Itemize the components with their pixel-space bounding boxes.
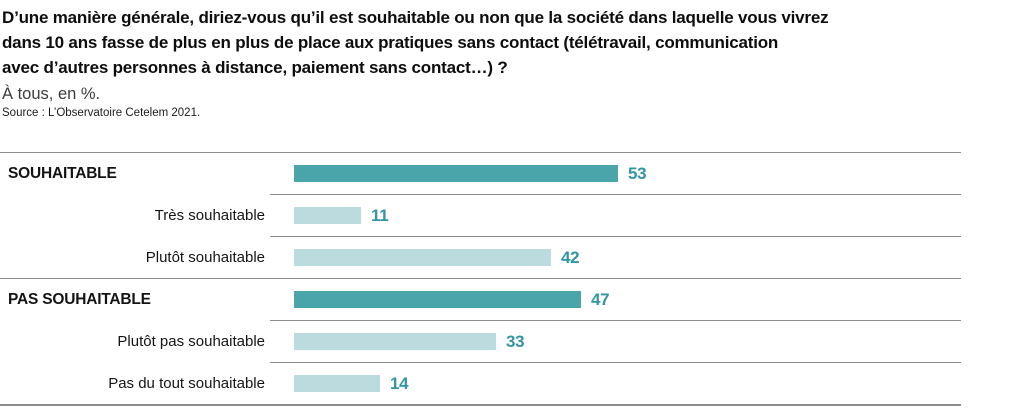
row-label: SOUHAITABLE [8, 164, 117, 182]
page-title-line-3: avec d’autres personnes à distance, paie… [2, 58, 508, 77]
bar [294, 333, 496, 350]
chart-bottom-rule [0, 404, 961, 406]
bar [294, 165, 618, 182]
page-title-line-2: dans 10 ans fasse de plus en plus de pla… [2, 33, 779, 52]
chart-row-plutot-pas-souhaitable: Plutôt pas souhaitable 33 [0, 320, 961, 362]
row-label: Plutôt pas souhaitable [117, 332, 265, 350]
chart-row-pas-du-tout-souhaitable: Pas du tout souhaitable 14 [0, 362, 961, 404]
bar-chart: SOUHAITABLE 53 Très souhaitable 11 Plutô… [0, 152, 961, 406]
page-title-line-1: D’une manière générale, diriez-vous qu’i… [2, 8, 829, 27]
row-label: Très souhaitable [154, 206, 265, 224]
value-label: 42 [561, 247, 580, 267]
chart-header: D’une manière générale, diriez-vous qu’i… [0, 0, 1020, 120]
source-note: Source : L’Observatoire Cetelem 2021. [2, 107, 201, 119]
value-label: 53 [628, 163, 647, 183]
bar [294, 375, 380, 392]
row-label: PAS SOUHAITABLE [8, 290, 151, 308]
row-label: Plutôt souhaitable [145, 248, 265, 266]
row-label: Pas du tout souhaitable [108, 374, 265, 392]
chart-row-tres-souhaitable: Très souhaitable 11 [0, 194, 961, 236]
value-label: 11 [371, 205, 389, 225]
value-label: 14 [390, 373, 409, 393]
chart-row-souhaitable: SOUHAITABLE 53 [0, 152, 961, 194]
chart-row-plutot-souhaitable: Plutôt souhaitable 42 [0, 236, 961, 278]
bar [294, 249, 551, 266]
bar [294, 207, 361, 224]
chart-subtitle: À tous, en %. [2, 85, 101, 103]
value-label: 47 [591, 289, 610, 309]
value-label: 33 [506, 331, 525, 351]
bar [294, 291, 581, 308]
chart-row-pas-souhaitable: PAS SOUHAITABLE 47 [0, 278, 961, 320]
